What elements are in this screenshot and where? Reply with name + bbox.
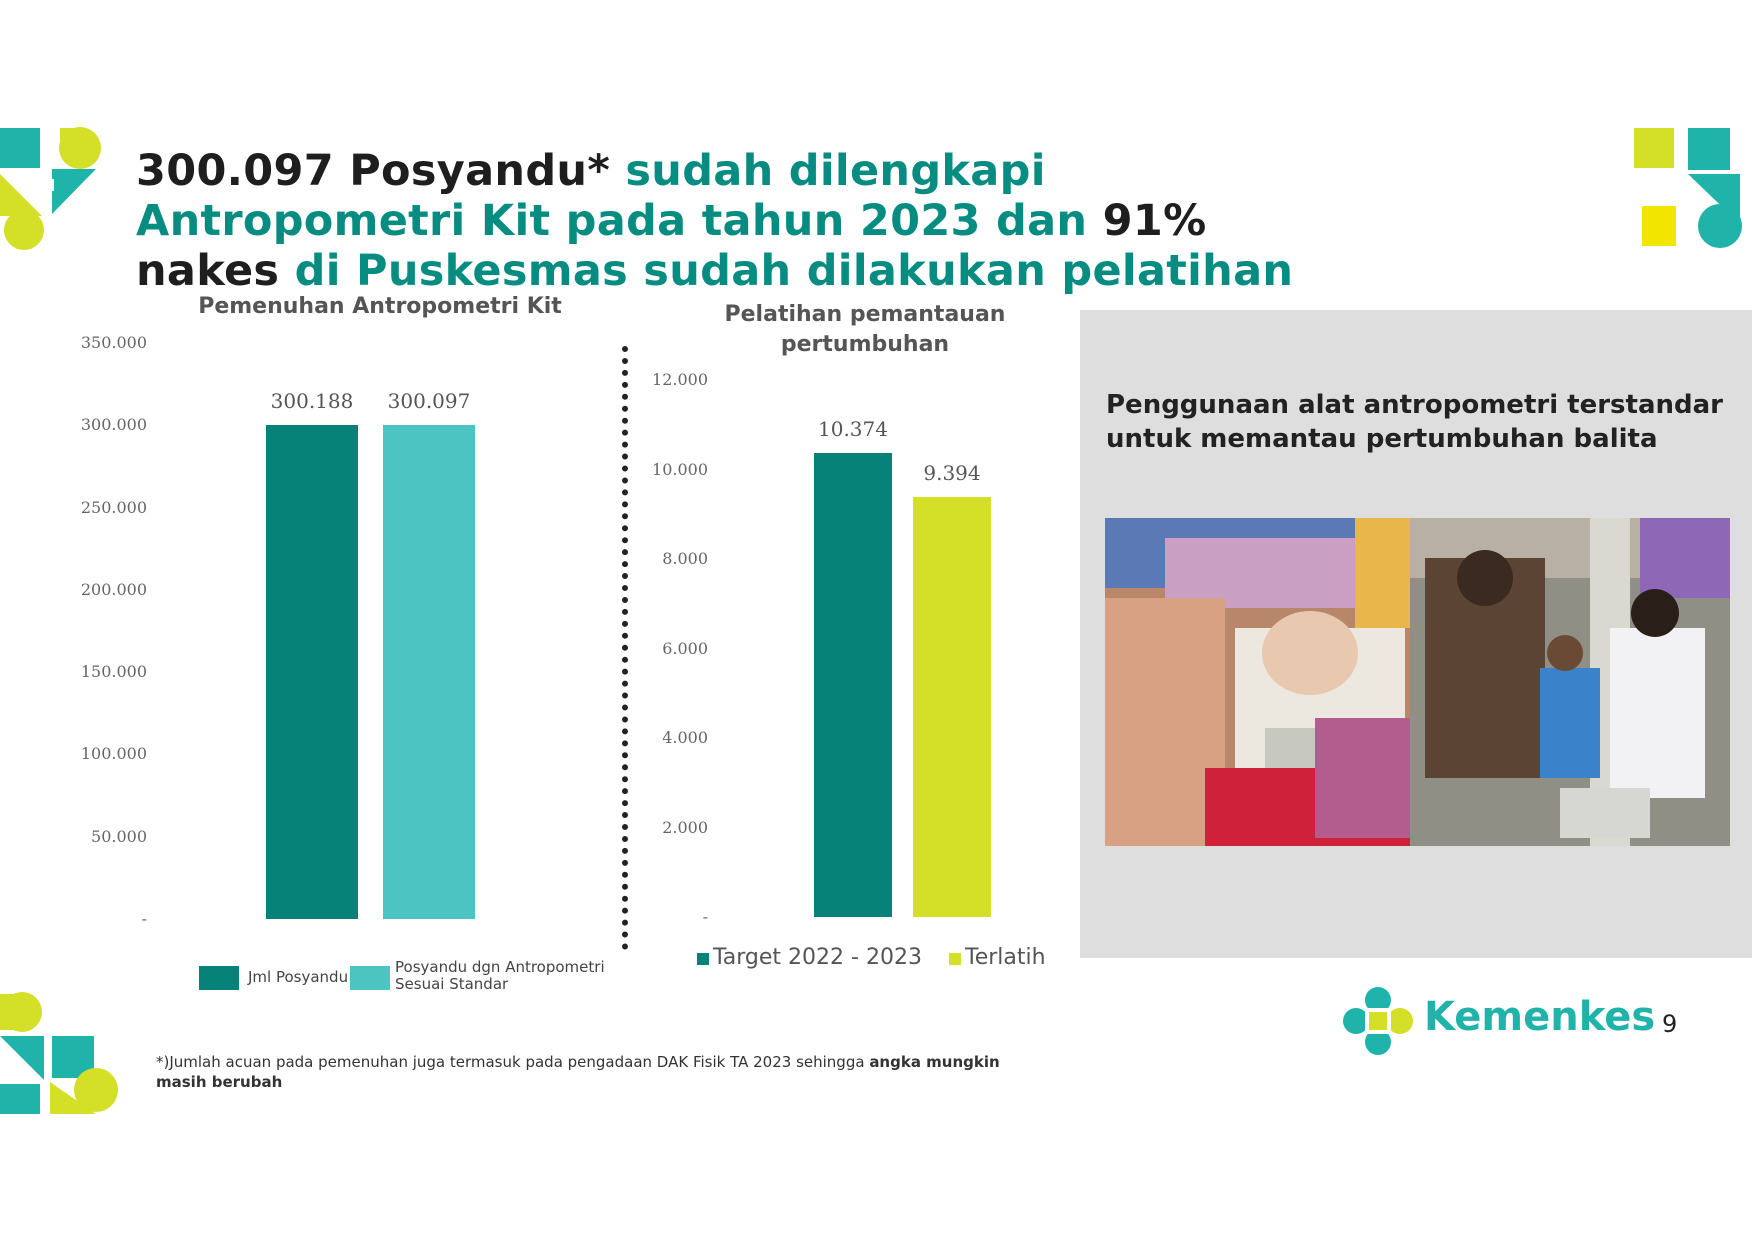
chart1-bar-0 bbox=[266, 424, 358, 919]
chart1-legend-swatch-1 bbox=[350, 966, 390, 990]
chart2-y-tick: 2.000 bbox=[662, 817, 708, 837]
chart1-title: Pemenuhan Antropometri Kit bbox=[198, 294, 562, 319]
photo-left bbox=[1105, 518, 1410, 846]
chart1-y-tick: 250.000 bbox=[80, 497, 147, 517]
chart1-y-tick: 100.000 bbox=[80, 744, 147, 764]
chart2-y-tick: 4.000 bbox=[662, 728, 708, 747]
chart1-legend-label-0: Jml Posyandu bbox=[248, 968, 349, 986]
chart2-y-tick: 12.000 bbox=[652, 370, 708, 389]
chart2-bar-label-0: 10.374 bbox=[818, 416, 888, 441]
chart1-bar-label-1: 300.097 bbox=[387, 389, 471, 414]
chart2-legend-swatch-1 bbox=[949, 953, 961, 965]
title-part3: 91% nakes bbox=[136, 196, 1207, 296]
decor-top-right bbox=[1634, 128, 1742, 248]
page-title: 300.097 Posyandu* sudah dilengkapi Antro… bbox=[136, 146, 1336, 296]
chart2-legend-label-0: Target 2022 - 2023 bbox=[713, 945, 922, 970]
chart2-legend-label-1: Terlatih bbox=[965, 945, 1046, 970]
chart1-y-tick: 200.000 bbox=[80, 579, 147, 599]
chart2-title: Pelatihan pemantauan pertumbuhan bbox=[724, 302, 1006, 357]
kemenkes-logo-icon bbox=[1343, 987, 1413, 1055]
chart2-y-tick: 6.000 bbox=[662, 638, 708, 658]
page-number: 9 bbox=[1662, 1010, 1678, 1038]
chart1-y-tick: - bbox=[141, 909, 147, 928]
chart-divider bbox=[622, 346, 628, 950]
footnote: *)Jumlah acuan pada pemenuhan juga terma… bbox=[156, 1052, 1016, 1092]
decor-top-left bbox=[0, 127, 101, 250]
title-part1: 300.097 Posyandu* bbox=[136, 146, 611, 196]
chart2-y-tick: 10.000 bbox=[652, 459, 708, 479]
chart1-y-tick: 350.000 bbox=[80, 333, 147, 352]
chart2-legend-swatch-0 bbox=[697, 953, 709, 965]
chart1-y-tick: 150.000 bbox=[80, 662, 147, 682]
footnote-bold: angka mungkin masih berubah bbox=[156, 1053, 1000, 1091]
title-part4: di Puskesmas sudah dilakukan pelatihan bbox=[279, 246, 1294, 296]
chart2-bar-0 bbox=[814, 452, 892, 917]
title-part2: sudah dilengkapi Antropometri Kit pada t… bbox=[136, 146, 1103, 246]
chart1-y-tick: 50.000 bbox=[91, 826, 147, 846]
chart1-legend-swatch-0 bbox=[199, 966, 239, 990]
chart1-y-tick: 300.000 bbox=[80, 415, 147, 435]
chart2-y-tick: - bbox=[702, 907, 708, 926]
chart2-y-tick: 8.000 bbox=[662, 549, 708, 568]
chart1-bar-1 bbox=[383, 425, 475, 919]
chart1-bar-label-0: 300.188 bbox=[270, 388, 354, 413]
chart2-bar-1 bbox=[913, 496, 991, 917]
chart2-bar-label-1: 9.394 bbox=[923, 460, 981, 485]
brand-name: Kemenkes bbox=[1424, 994, 1656, 1040]
footnote-normal: *)Jumlah acuan pada pemenuhan juga terma… bbox=[156, 1053, 870, 1071]
decor-bottom-left bbox=[0, 992, 118, 1114]
photo-right bbox=[1410, 518, 1730, 846]
chart1-legend-label-1: Posyandu dgn Antropometri Sesuai Standar bbox=[395, 958, 605, 993]
photo-caption: Penggunaan alat antropometri terstandar … bbox=[1106, 390, 1723, 454]
